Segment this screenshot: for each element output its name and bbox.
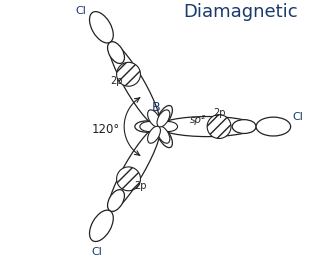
Ellipse shape [89, 12, 113, 43]
Ellipse shape [109, 42, 160, 127]
Text: Diamagnetic: Diamagnetic [183, 3, 298, 21]
Ellipse shape [108, 190, 124, 212]
Text: Cl: Cl [293, 112, 304, 122]
Ellipse shape [157, 110, 170, 127]
Ellipse shape [148, 126, 160, 143]
Ellipse shape [256, 117, 291, 136]
Ellipse shape [109, 126, 160, 211]
Circle shape [207, 115, 231, 138]
Text: Cl: Cl [92, 247, 103, 257]
Ellipse shape [108, 42, 124, 63]
Ellipse shape [148, 110, 160, 127]
Text: 2p: 2p [134, 181, 147, 191]
Ellipse shape [157, 106, 172, 127]
Text: Cl: Cl [75, 6, 86, 16]
Text: 2p: 2p [213, 108, 225, 118]
Circle shape [116, 167, 141, 191]
Ellipse shape [159, 121, 178, 131]
Text: B: B [151, 101, 160, 114]
Ellipse shape [157, 126, 170, 143]
Ellipse shape [159, 116, 256, 136]
Circle shape [116, 62, 141, 86]
Ellipse shape [140, 121, 159, 131]
Ellipse shape [89, 210, 113, 242]
Ellipse shape [135, 121, 159, 132]
Ellipse shape [232, 120, 256, 133]
Text: sp²: sp² [190, 115, 206, 125]
Text: 2p: 2p [110, 76, 123, 86]
Ellipse shape [157, 126, 172, 148]
Text: 120°: 120° [91, 123, 119, 136]
